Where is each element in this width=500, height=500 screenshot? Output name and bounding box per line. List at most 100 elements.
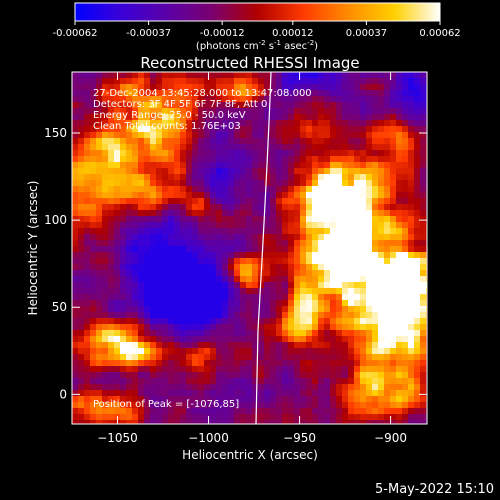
heatmap-cell: [360, 324, 366, 330]
heatmap-cell: [402, 204, 408, 210]
heatmap-cell: [186, 198, 192, 204]
heatmap-cell: [372, 414, 378, 420]
heatmap-cell: [378, 312, 384, 318]
heatmap-cell: [288, 174, 294, 180]
heatmap-cell: [186, 402, 192, 408]
heatmap-cell: [354, 402, 360, 408]
heatmap-cell: [174, 258, 180, 264]
heatmap-cell: [408, 138, 414, 144]
heatmap-cell: [114, 252, 120, 258]
heatmap-cell: [420, 342, 426, 348]
heatmap-cell: [174, 192, 180, 198]
heatmap-cell: [90, 288, 96, 294]
heatmap-cell: [84, 246, 90, 252]
heatmap-cell: [222, 342, 228, 348]
heatmap-cell: [156, 150, 162, 156]
heatmap-cell: [96, 390, 102, 396]
heatmap-cell: [312, 378, 318, 384]
heatmap-cell: [174, 420, 180, 424]
heatmap-cell: [378, 228, 384, 234]
heatmap-cell: [78, 408, 84, 414]
heatmap-cell: [198, 78, 204, 84]
heatmap-cell: [126, 204, 132, 210]
heatmap-cell: [126, 150, 132, 156]
heatmap-cell: [366, 414, 372, 420]
heatmap-cell: [174, 312, 180, 318]
heatmap-cell: [150, 294, 156, 300]
heatmap-cell: [378, 318, 384, 324]
heatmap-cell: [168, 348, 174, 354]
heatmap-cell: [324, 234, 330, 240]
heatmap-cell: [390, 174, 396, 180]
heatmap-cell: [192, 198, 198, 204]
heatmap-cell: [402, 366, 408, 372]
colorbar-unit-label: (photons cm-2 s-1 asec-2): [196, 39, 318, 52]
heatmap-cell: [402, 144, 408, 150]
heatmap-cell: [222, 180, 228, 186]
heatmap-cell: [312, 318, 318, 324]
heatmap-cell: [408, 228, 414, 234]
heatmap-cell: [366, 132, 372, 138]
heatmap-cell: [126, 348, 132, 354]
heatmap-cell: [384, 408, 390, 414]
heatmap-cell: [252, 366, 258, 372]
heatmap-cell: [90, 180, 96, 186]
heatmap-cell: [156, 240, 162, 246]
heatmap-cell: [312, 360, 318, 366]
heatmap-cell: [390, 420, 396, 424]
heatmap-cell: [102, 390, 108, 396]
heatmap-cell: [270, 102, 276, 108]
heatmap-cell: [228, 72, 234, 78]
heatmap-cell: [156, 204, 162, 210]
heatmap-cell: [324, 300, 330, 306]
heatmap-cell: [342, 216, 348, 222]
heatmap-cell: [306, 258, 312, 264]
heatmap-cell: [192, 264, 198, 270]
heatmap-cell: [288, 276, 294, 282]
heatmap-cell: [330, 72, 336, 78]
heatmap-cell: [192, 366, 198, 372]
heatmap-cell: [108, 300, 114, 306]
heatmap-cell: [168, 342, 174, 348]
heatmap-cell: [288, 342, 294, 348]
heatmap-cell: [216, 90, 222, 96]
heatmap-cell: [204, 288, 210, 294]
heatmap-cell: [366, 258, 372, 264]
heatmap-cell: [222, 234, 228, 240]
heatmap-cell: [366, 396, 372, 402]
heatmap-cell: [306, 144, 312, 150]
heatmap-cell: [72, 324, 78, 330]
heatmap-cell: [132, 420, 138, 424]
heatmap-cell: [150, 96, 156, 102]
heatmap-cell: [252, 168, 258, 174]
heatmap-cell: [78, 120, 84, 126]
heatmap-cell: [156, 96, 162, 102]
heatmap-cell: [342, 126, 348, 132]
heatmap-cell: [84, 114, 90, 120]
heatmap-cell: [294, 312, 300, 318]
heatmap-cell: [234, 324, 240, 330]
heatmap-cell: [396, 384, 402, 390]
heatmap-cell: [96, 144, 102, 150]
heatmap-cell: [396, 408, 402, 414]
heatmap-cell: [318, 330, 324, 336]
heatmap-cell: [270, 270, 276, 276]
heatmap-cell: [330, 120, 336, 126]
heatmap-cell: [174, 198, 180, 204]
heatmap-cell: [90, 342, 96, 348]
heatmap-cell: [354, 300, 360, 306]
heatmap-cell: [414, 126, 420, 132]
heatmap-cell: [246, 318, 252, 324]
heatmap-cell: [186, 294, 192, 300]
heatmap-cell: [168, 114, 174, 120]
heatmap-cell: [288, 222, 294, 228]
heatmap-cell: [180, 150, 186, 156]
heatmap-cell: [240, 378, 246, 384]
heatmap-cell: [180, 330, 186, 336]
heatmap-cell: [306, 384, 312, 390]
heatmap-cell: [126, 96, 132, 102]
heatmap-cell: [408, 324, 414, 330]
heatmap-cell: [84, 414, 90, 420]
heatmap-cell: [108, 264, 114, 270]
heatmap-cell: [396, 318, 402, 324]
